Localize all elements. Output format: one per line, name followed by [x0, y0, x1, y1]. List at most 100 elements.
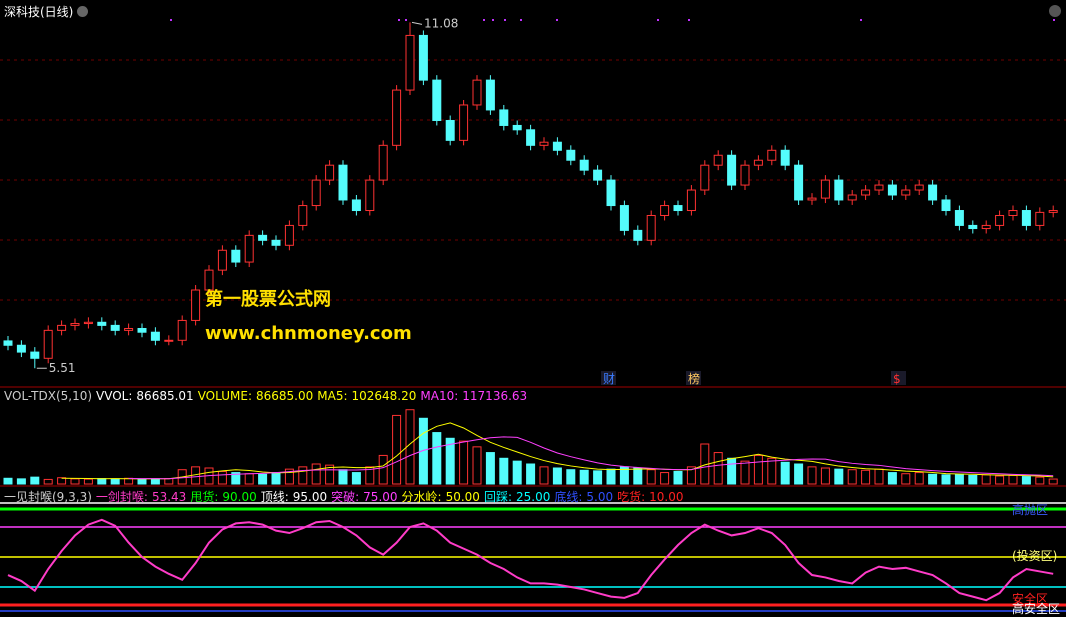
- volume-bar: [780, 461, 790, 485]
- candle-body: [713, 154, 723, 166]
- volume-bar: [1048, 478, 1058, 485]
- stat-name: VVOL:: [96, 389, 133, 403]
- volume-bar: [16, 478, 26, 485]
- low-label: 5.51: [49, 361, 76, 375]
- event-badge: 榜: [688, 371, 700, 386]
- volume-bar: [1021, 476, 1031, 485]
- volume-bar: [673, 470, 683, 485]
- zone-label: (投资区): [1012, 548, 1057, 563]
- candle-body: [700, 164, 710, 191]
- candle-body: [887, 184, 897, 196]
- candle-body: [1021, 210, 1031, 226]
- candle-body: [499, 109, 509, 126]
- candle-body: [928, 184, 938, 201]
- level-value: 10.00: [649, 489, 684, 504]
- volume-bar: [258, 473, 268, 485]
- volume-bar: [593, 470, 603, 485]
- volume-bar: [820, 467, 830, 485]
- candle-body: [338, 164, 348, 201]
- volume-bar: [606, 468, 616, 485]
- candle-body: [633, 229, 643, 241]
- candle-body: [432, 79, 442, 121]
- moving-average: [61, 422, 1054, 480]
- volume-bar: [244, 473, 254, 485]
- candle-body: [378, 144, 388, 181]
- candle-body: [552, 141, 562, 151]
- volume-bar: [472, 446, 482, 485]
- oscillator-line: [7, 518, 1054, 602]
- candle-body: [445, 119, 455, 141]
- candle-body: [298, 205, 308, 226]
- candle-body: [459, 104, 469, 141]
- volume-bar: [566, 469, 576, 485]
- candle-body: [3, 340, 13, 346]
- volume-bar: [57, 477, 67, 485]
- level-name: 顶线:: [260, 490, 289, 504]
- level-value: 75.00: [363, 489, 398, 504]
- candle-body: [673, 205, 683, 212]
- event-badge: $: [893, 372, 901, 386]
- candle-body: [660, 205, 670, 216]
- series-value: 53.43: [151, 489, 187, 504]
- candle-body: [70, 323, 80, 326]
- candle-body: [968, 224, 978, 230]
- candle-body: [284, 224, 294, 246]
- volume-bar: [405, 409, 415, 485]
- candle-body: [244, 234, 254, 263]
- candle-body: [901, 189, 911, 196]
- stat-value: 86685.01: [136, 389, 194, 403]
- candle-body: [110, 324, 120, 331]
- candle-body: [325, 164, 335, 181]
- volume-bar: [432, 432, 442, 485]
- stat-name: MA10:: [420, 389, 459, 403]
- moving-average: [128, 436, 1054, 480]
- level-name: 回踩:: [483, 490, 512, 504]
- candle-body: [753, 159, 763, 166]
- high-arrow: [411, 21, 423, 25]
- watermark: 第一股票公式网: [205, 288, 331, 310]
- zone-label: 安全区: [1012, 591, 1048, 606]
- volume-bar: [713, 452, 723, 485]
- volume-bar: [941, 474, 951, 485]
- candle-body: [526, 129, 536, 146]
- volume-bar: [727, 457, 737, 485]
- level-name: 甩货:: [190, 490, 219, 504]
- level-value: 5.00: [586, 489, 614, 504]
- candle-body: [834, 179, 844, 201]
- volume-bar: [499, 457, 509, 485]
- candle-body: [767, 149, 777, 161]
- volume-bar: [30, 476, 40, 485]
- high-label: 11.08: [424, 16, 458, 30]
- volume-bar: [271, 472, 281, 485]
- volume-bar: [217, 470, 227, 485]
- volume-bar: [325, 464, 335, 485]
- level-value: 95.00: [292, 489, 328, 504]
- candle-body: [593, 169, 603, 181]
- badge-bg: [891, 371, 906, 385]
- candle-body: [271, 239, 281, 246]
- volume-bar: [459, 440, 469, 485]
- candle-body: [861, 189, 871, 196]
- volume-bar: [794, 463, 804, 485]
- dropdown-icon[interactable]: [77, 6, 89, 17]
- candle-body: [981, 224, 991, 230]
- volume-bar: [887, 472, 897, 485]
- candle-body: [204, 269, 214, 291]
- candle-body: [137, 327, 147, 333]
- volume-bar: [646, 469, 656, 485]
- settings-icon[interactable]: [1049, 5, 1061, 17]
- candle-body: [740, 164, 750, 186]
- volume-bar: [861, 469, 871, 485]
- candle-body: [351, 199, 361, 212]
- candle-body: [177, 319, 187, 341]
- volume-bar: [579, 469, 589, 485]
- volume-bar: [834, 468, 844, 485]
- event-badge: 财: [603, 372, 615, 386]
- stat-value: 117136.63: [462, 389, 528, 403]
- volume-bar: [686, 466, 696, 485]
- volume-bar: [660, 472, 670, 485]
- badge-bg: [686, 371, 701, 385]
- volume-bar: [767, 457, 777, 485]
- stat-value: 102648.20: [351, 389, 417, 403]
- candle-body: [43, 329, 53, 359]
